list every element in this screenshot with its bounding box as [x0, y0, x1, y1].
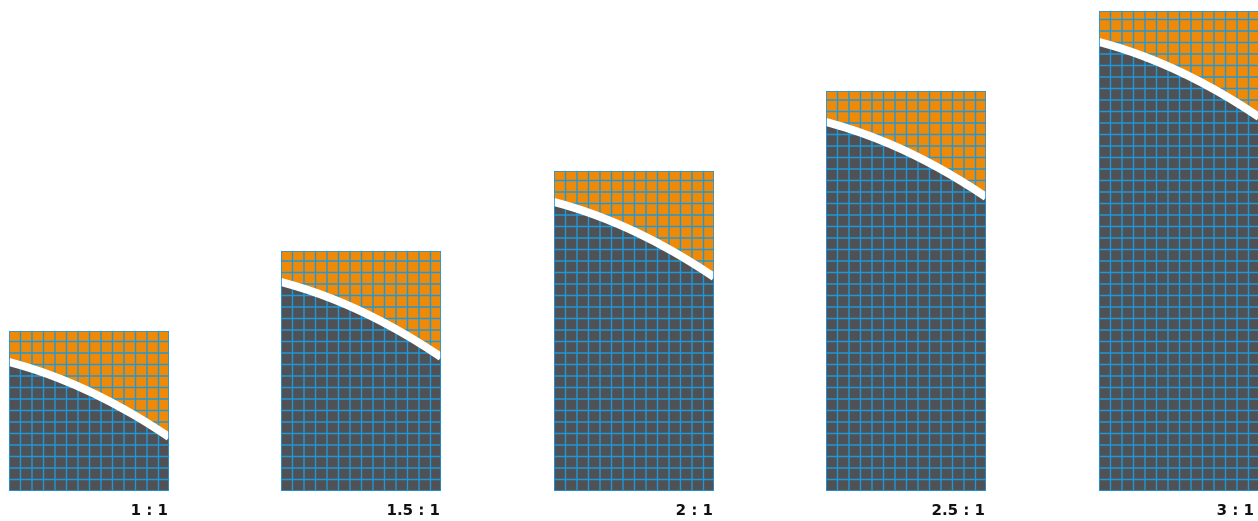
panel-grid: [826, 91, 986, 491]
ratio-panel: [826, 91, 986, 491]
ratio-panel: [281, 251, 441, 491]
panel-bottom-area: [1099, 42, 1258, 491]
ratio-label: 1 : 1: [131, 501, 168, 519]
panel-grid: [281, 251, 441, 491]
ratio-label: 2.5 : 1: [932, 501, 985, 519]
panel-grid: [554, 171, 714, 491]
ratio-label: 3 : 1: [1217, 501, 1254, 519]
panel-boundary-band: [9, 358, 169, 441]
ratio-panel: [554, 171, 714, 491]
ratio-panel: [9, 331, 169, 491]
ratio-label: 1.5 : 1: [387, 501, 440, 519]
panel-boundary-band: [826, 118, 986, 201]
panel-boundary-band: [1099, 38, 1258, 121]
panel-boundary-band: [554, 198, 714, 281]
panel-boundary-band: [281, 278, 441, 361]
ratio-label: 2 : 1: [676, 501, 713, 519]
panels: 1 : 1 1.5 : 1 2 : 1 2.5 : 1 3 : 1: [9, 11, 1258, 519]
panel-grid: [1099, 11, 1258, 491]
ratio-panel: [1099, 11, 1258, 491]
